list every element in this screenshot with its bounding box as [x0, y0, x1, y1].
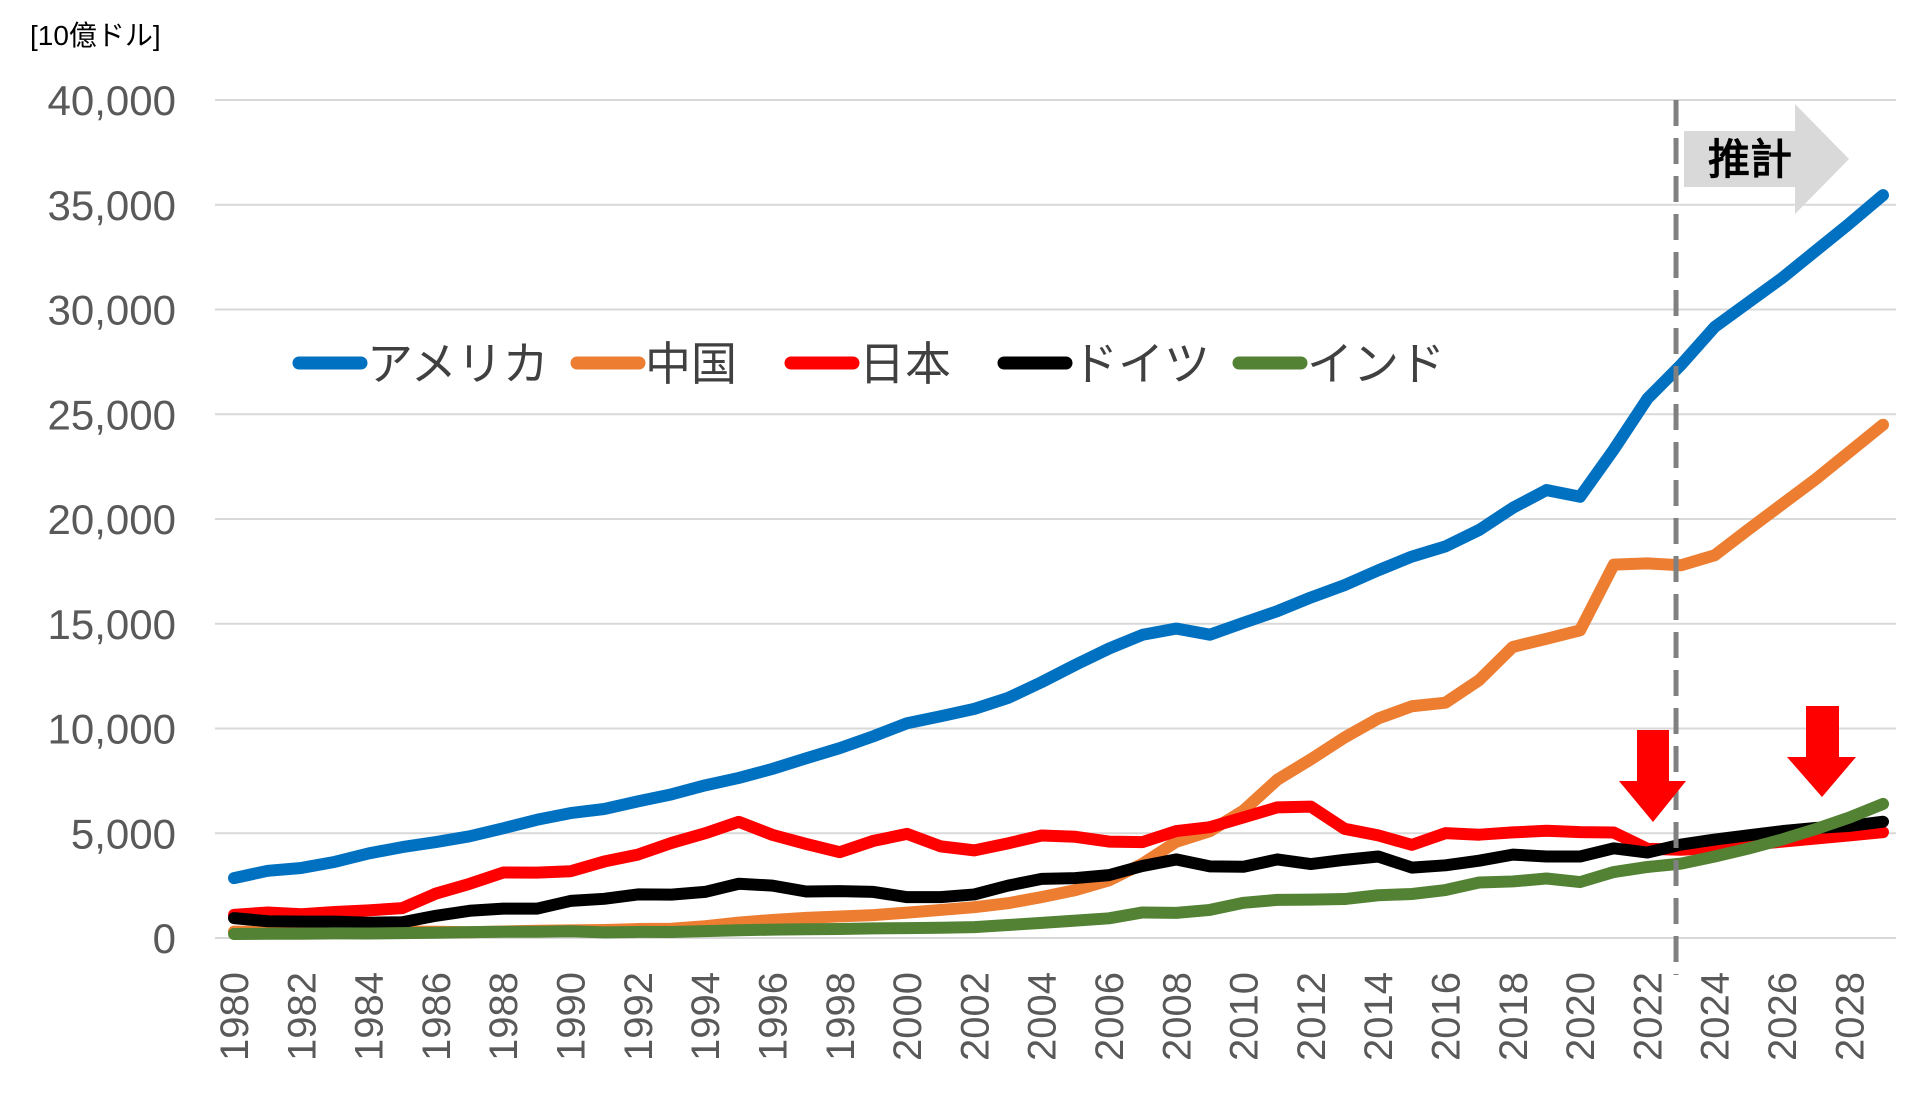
x-tick-label: 2018 [1492, 972, 1536, 1061]
x-tick-label: 2006 [1088, 972, 1132, 1061]
series-line-4 [228, 815, 1889, 929]
x-tick-label: 2012 [1290, 972, 1334, 1061]
y-tick-label: 10,000 [48, 706, 176, 753]
legend-label: インド [1307, 338, 1445, 390]
y-tick-label: 25,000 [48, 391, 176, 438]
x-tick-label: 1992 [617, 972, 661, 1061]
unit-label: [10億ドル] [30, 20, 161, 51]
y-tick-label: 5,000 [71, 810, 176, 857]
legend: アメリカ 中国 日本 ドイツ インド [292, 338, 1445, 390]
x-tick-label: 2026 [1761, 972, 1805, 1061]
x-tick-label: 1990 [550, 972, 594, 1061]
x-tick-label: 2022 [1626, 972, 1670, 1061]
y-tick-label: 40,000 [48, 77, 176, 124]
red-down-arrow-2 [1787, 706, 1856, 797]
x-tick-label: 2016 [1425, 972, 1469, 1061]
series-lines [228, 189, 1889, 941]
x-tick-label: 2004 [1021, 972, 1065, 1061]
y-tick-label: 15,000 [48, 601, 176, 648]
x-tick-label: 1980 [213, 972, 257, 1061]
x-tick-label: 2020 [1559, 972, 1603, 1061]
x-tick-label: 1996 [751, 972, 795, 1061]
x-tick-label: 1984 [348, 972, 392, 1061]
legend-item: 中国 [570, 338, 737, 390]
legend-item: ドイツ [997, 338, 1210, 390]
x-tick-label: 1998 [819, 972, 863, 1061]
series-line-1 [228, 189, 1889, 885]
legend-label: 日本 [859, 338, 951, 390]
x-axis-ticks: 1980 1982 1984 1986 1988 1990 1992 1994 1996 1998… [213, 972, 1872, 1061]
x-tick-label: 1994 [684, 972, 728, 1061]
x-tick-label: 2014 [1357, 972, 1401, 1061]
y-tick-label: 30,000 [48, 287, 176, 334]
legend-label: 中国 [645, 338, 737, 390]
forecast-arrow-shape [1684, 104, 1849, 214]
x-tick-label: 1988 [482, 972, 526, 1061]
series-line-5 [228, 797, 1889, 941]
x-tick-label: 2010 [1223, 972, 1267, 1061]
y-tick-label: 20,000 [48, 496, 176, 543]
x-tick-label: 1986 [415, 972, 459, 1061]
forecast-arrow: 推計 [1684, 104, 1849, 214]
legend-item: アメリカ [292, 338, 549, 390]
x-tick-label: 2008 [1155, 972, 1199, 1061]
x-tick-label: 2002 [953, 972, 997, 1061]
legend-item: インド [1232, 338, 1445, 390]
forecast-label: 推計 [1708, 136, 1792, 183]
legend-item: 日本 [784, 338, 951, 390]
series-line-3 [228, 800, 1889, 921]
x-tick-label: 2024 [1694, 972, 1738, 1061]
legend-label: ドイツ [1072, 338, 1210, 390]
x-tick-label: 2000 [886, 972, 930, 1061]
legend-label: アメリカ [367, 338, 549, 390]
x-tick-label: 2028 [1828, 972, 1872, 1061]
gridlines [215, 99, 1896, 939]
y-axis-ticks: 0 5,000 10,000 15,000 20,000 25,000 30,000 35,0… [48, 77, 176, 962]
y-tick-label: 0 [153, 915, 176, 962]
red-down-arrow-1 [1619, 730, 1686, 822]
x-tick-label: 1982 [280, 972, 324, 1061]
y-tick-label: 35,000 [48, 182, 176, 229]
